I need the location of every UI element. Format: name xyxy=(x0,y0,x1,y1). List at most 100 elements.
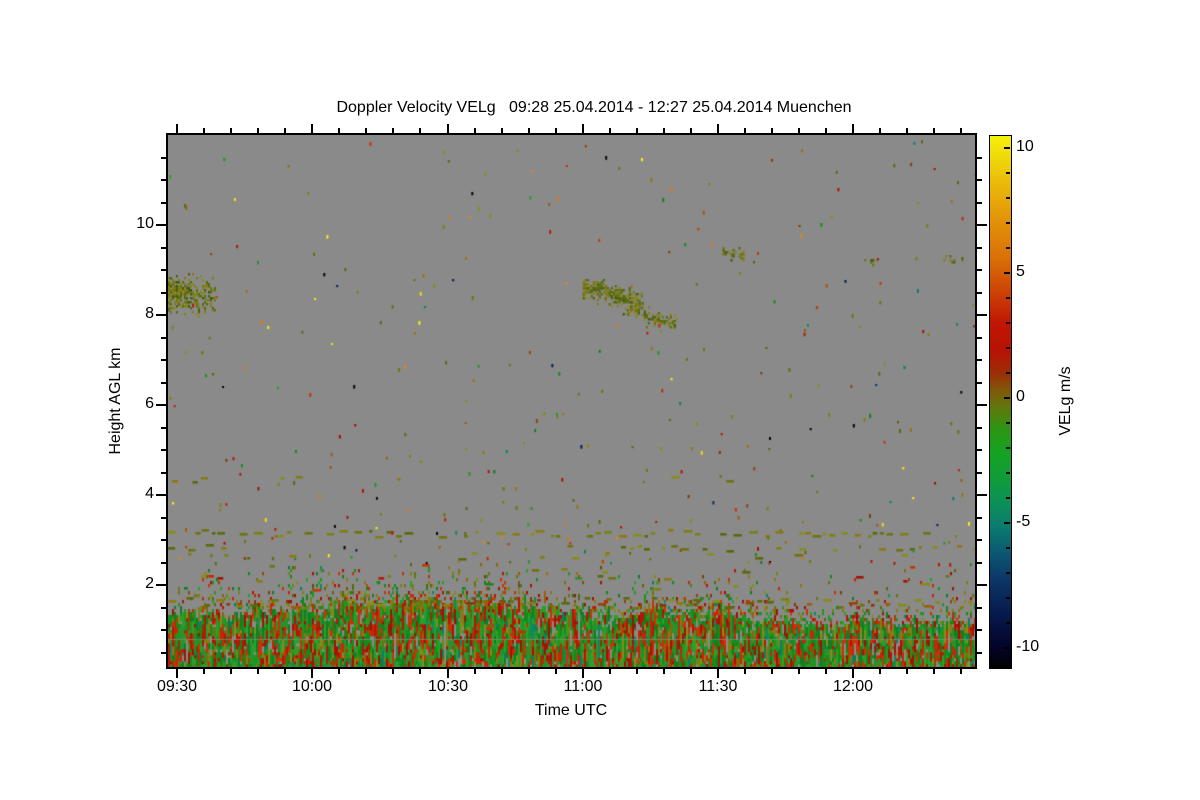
y-minor-tick-right xyxy=(977,157,982,159)
x-major-tick xyxy=(717,669,719,678)
colorbar-minor-tick xyxy=(1006,572,1010,574)
colorbar-minor-tick xyxy=(1006,297,1010,299)
y-minor-tick-right xyxy=(977,179,982,181)
colorbar-minor-tick xyxy=(1006,472,1010,474)
x-tick-label: 11:00 xyxy=(563,678,603,695)
y-minor-tick xyxy=(161,247,166,249)
y-minor-tick xyxy=(161,562,166,564)
x-major-tick xyxy=(582,669,584,678)
y-major-tick-right xyxy=(977,314,987,316)
y-tick-label: 10 xyxy=(136,215,154,232)
colorbar-major-tick xyxy=(1004,522,1010,524)
x-minor-tick-top xyxy=(203,128,205,133)
y-minor-tick-right xyxy=(977,607,982,609)
y-tick-label: 4 xyxy=(145,485,154,502)
x-minor-tick-top xyxy=(744,128,746,133)
y-minor-tick xyxy=(161,337,166,339)
x-minor-tick xyxy=(365,669,367,674)
colorbar-minor-tick xyxy=(1006,247,1010,249)
y-minor-tick xyxy=(161,157,166,159)
x-minor-tick-top xyxy=(338,128,340,133)
x-minor-tick xyxy=(663,669,665,674)
y-minor-tick xyxy=(161,382,166,384)
x-minor-tick xyxy=(284,669,286,674)
y-major-tick xyxy=(156,224,166,226)
colorbar-minor-tick xyxy=(1006,222,1010,224)
x-minor-tick-top xyxy=(528,128,530,133)
x-tick-label: 12:00 xyxy=(832,678,874,695)
colorbar-minor-tick xyxy=(1006,622,1010,624)
chart-title: Doppler Velocity VELg 09:28 25.04.2014 -… xyxy=(336,99,852,116)
x-minor-tick xyxy=(825,669,827,674)
x-tick-label: 10:00 xyxy=(291,678,333,695)
x-minor-tick xyxy=(609,669,611,674)
x-tick-label: 09:30 xyxy=(156,678,198,695)
colorbar-major-tick xyxy=(1004,147,1010,149)
y-minor-tick-right xyxy=(977,202,982,204)
x-minor-tick xyxy=(933,669,935,674)
x-minor-tick xyxy=(555,669,557,674)
colorbar-minor-tick xyxy=(1006,422,1010,424)
y-minor-tick-right xyxy=(977,427,982,429)
colorbar-major-tick xyxy=(1004,647,1010,649)
x-minor-tick-top xyxy=(825,128,827,133)
y-minor-tick-right xyxy=(977,472,982,474)
y-major-tick-right xyxy=(977,404,987,406)
x-minor-tick-top xyxy=(771,128,773,133)
x-major-tick xyxy=(176,669,178,678)
x-minor-tick xyxy=(338,669,340,674)
colorbar-minor-tick xyxy=(1006,347,1010,349)
y-minor-tick xyxy=(161,629,166,631)
x-major-tick-top xyxy=(447,124,449,133)
x-minor-tick xyxy=(257,669,259,674)
x-major-tick-top xyxy=(852,124,854,133)
y-tick-label: 8 xyxy=(145,305,154,322)
x-major-tick xyxy=(311,669,313,678)
x-minor-tick-top xyxy=(555,128,557,133)
colorbar-tick-label: 0 xyxy=(1016,388,1025,405)
y-minor-tick-right xyxy=(977,562,982,564)
colorbar-tick-label: 10 xyxy=(1016,138,1034,155)
x-minor-tick xyxy=(392,669,394,674)
x-minor-tick-top xyxy=(636,128,638,133)
x-major-tick-top xyxy=(311,124,313,133)
y-minor-tick xyxy=(161,202,166,204)
colorbar-minor-tick xyxy=(1006,547,1010,549)
x-minor-tick xyxy=(528,669,530,674)
y-major-tick xyxy=(156,404,166,406)
x-major-tick-top xyxy=(717,124,719,133)
y-minor-tick xyxy=(161,292,166,294)
y-minor-tick xyxy=(161,359,166,361)
x-minor-tick-top xyxy=(906,128,908,133)
x-major-tick-top xyxy=(582,124,584,133)
y-major-tick-right xyxy=(977,224,987,226)
colorbar-minor-tick xyxy=(1006,597,1010,599)
y-minor-tick xyxy=(161,427,166,429)
y-minor-tick-right xyxy=(977,292,982,294)
colorbar-minor-tick xyxy=(1006,172,1010,174)
x-minor-tick xyxy=(798,669,800,674)
y-minor-tick xyxy=(161,607,166,609)
x-minor-tick xyxy=(960,669,962,674)
x-minor-tick xyxy=(501,669,503,674)
x-minor-tick xyxy=(474,669,476,674)
x-minor-tick-top xyxy=(230,128,232,133)
x-minor-tick xyxy=(690,669,692,674)
colorbar-minor-tick xyxy=(1006,197,1010,199)
y-minor-tick-right xyxy=(977,247,982,249)
x-minor-tick-top xyxy=(879,128,881,133)
x-minor-tick-top xyxy=(419,128,421,133)
x-minor-tick xyxy=(771,669,773,674)
x-minor-tick-top xyxy=(257,128,259,133)
y-minor-tick xyxy=(161,517,166,519)
x-minor-tick-top xyxy=(284,128,286,133)
x-minor-tick-top xyxy=(798,128,800,133)
x-minor-tick-top xyxy=(933,128,935,133)
x-major-tick-top xyxy=(176,124,178,133)
colorbar-tick-label: -10 xyxy=(1016,638,1040,655)
x-minor-tick xyxy=(203,669,205,674)
colorbar-minor-tick xyxy=(1006,497,1010,499)
colorbar-major-tick xyxy=(1004,397,1010,399)
y-major-tick xyxy=(156,314,166,316)
